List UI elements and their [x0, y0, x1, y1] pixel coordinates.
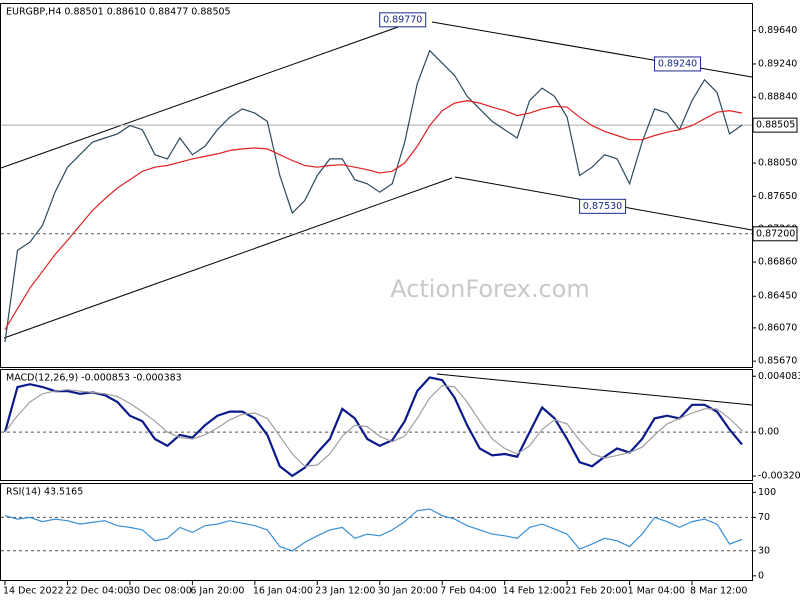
- x-tick-label: 30 Jan 20:00: [378, 586, 438, 597]
- x-tick-label: 14 Dec 2022: [3, 586, 64, 597]
- x-tick-label: 16 Jan 04:00: [253, 586, 313, 597]
- level-label-box: [752, 117, 798, 133]
- price-annotation-box: [579, 198, 627, 214]
- y-tick-label: 100: [758, 487, 776, 498]
- y-tick-label: 30: [758, 545, 770, 556]
- x-tick-label: 14 Feb 12:00: [503, 586, 565, 597]
- panel-title: MACD(12,26,9) -0.000853 -0.000383: [6, 373, 182, 384]
- series-line: [4, 384, 743, 467]
- x-tick-label: 8 Mar 12:00: [690, 586, 747, 597]
- y-tick-label: 70: [758, 512, 770, 523]
- panel-title: EURGBP,H4 0.88501 0.88610 0.88477 0.8850…: [6, 7, 231, 18]
- x-tick-label: 21 Feb 20:00: [565, 586, 627, 597]
- y-tick-label: 0.88050: [758, 158, 797, 169]
- x-tick-label: 1 Mar 04:00: [628, 586, 685, 597]
- y-tick-label: 0.86450: [758, 291, 797, 302]
- watermark: ActionForex.com: [390, 275, 590, 303]
- series-line: [4, 508, 743, 552]
- y-tick-label: -0.003209: [758, 471, 800, 482]
- y-tick-label: 0.86860: [758, 257, 797, 268]
- level-label: 0.87200: [756, 228, 795, 239]
- y-tick-label: 0.89240: [758, 58, 797, 69]
- y-tick-label: 0.86070: [758, 322, 797, 333]
- y-tick-label: 0: [758, 570, 764, 581]
- price-annotation-box: [654, 56, 702, 72]
- series-line: [4, 49, 743, 343]
- rsi-panel: [0, 483, 753, 581]
- trendline: [3, 177, 453, 339]
- panel-title: RSI(14) 43.5165: [6, 487, 83, 498]
- trendline: [436, 373, 753, 406]
- price-annotation-box: [379, 12, 427, 28]
- series-line: [3, 376, 743, 478]
- level-label: 0.88505: [756, 120, 795, 131]
- y-tick-label: 0.87650: [758, 191, 797, 202]
- macd-panel: [0, 369, 753, 481]
- x-tick-label: 22 Dec 04:00: [65, 586, 129, 597]
- price-annotation: 0.89240: [658, 58, 697, 69]
- price-panel: [0, 3, 753, 368]
- trendline: [0, 26, 399, 169]
- price-annotation: 0.89770: [383, 14, 422, 25]
- series-line: [4, 99, 743, 330]
- y-tick-label: 0.004083: [758, 371, 800, 382]
- y-tick-label: 0.89640: [758, 25, 797, 36]
- x-tick-label: 6 Jan 20:00: [190, 586, 244, 597]
- y-tick-label: 0.00: [758, 427, 779, 438]
- y-tick-label: 0.85670: [758, 356, 797, 367]
- x-tick-label: 23 Jan 12:00: [315, 586, 375, 597]
- x-tick-label: 30 Dec 08:00: [128, 586, 192, 597]
- price-annotation: 0.87530: [583, 201, 622, 212]
- y-tick-label: 0.88840: [758, 92, 797, 103]
- x-tick-label: 7 Feb 04:00: [440, 586, 496, 597]
- level-label-box: [752, 226, 798, 242]
